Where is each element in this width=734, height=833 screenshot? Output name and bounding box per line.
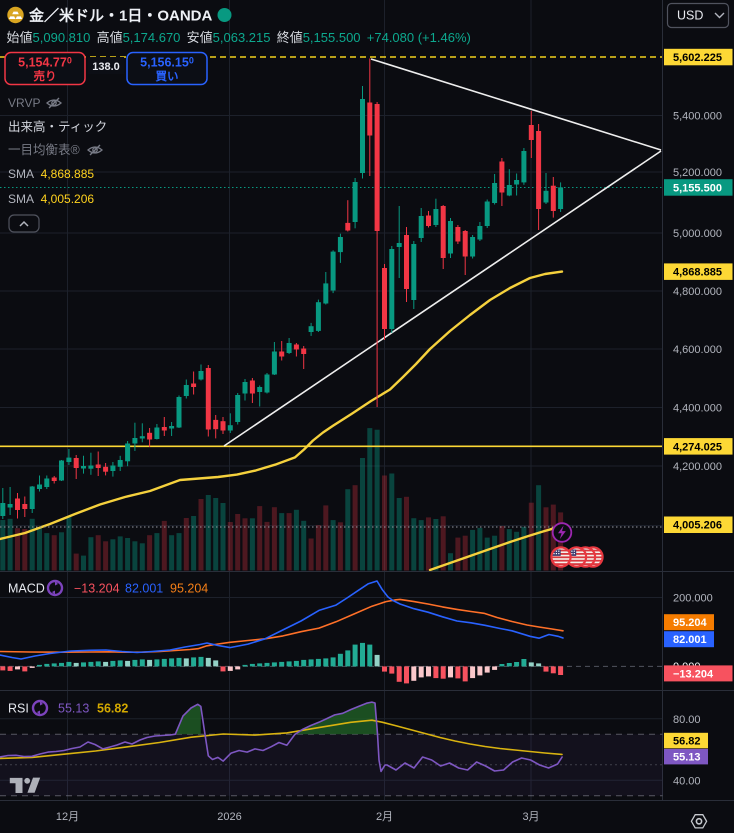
svg-text:55.13: 55.13 [58,702,89,716]
svg-text:4,868.885: 4,868.885 [673,267,722,279]
svg-text:売り: 売り [34,69,57,83]
svg-text:2月: 2月 [376,811,393,823]
svg-text:4,800.000: 4,800.000 [673,286,722,298]
svg-text:4,400.000: 4,400.000 [673,403,722,415]
svg-text:始値5,090.810 高値5,174.670 安値5,: 始値5,090.810 高値5,174.670 安値5,063.215 終値5,… [7,30,471,45]
svg-text:MACD: MACD [8,582,45,596]
svg-text:買い: 買い [156,70,179,83]
svg-text:138.0: 138.0 [92,61,120,73]
svg-text:4,200.000: 4,200.000 [673,461,722,473]
svg-text:USD: USD [677,9,703,23]
svg-text:40.00: 40.00 [673,775,701,787]
svg-text:SMA 4,868.885: SMA 4,868.885 [8,167,94,181]
svg-text:−13.204: −13.204 [74,582,120,596]
svg-text:SMA 4,005.206: SMA 4,005.206 [8,192,94,206]
svg-text:金／米ドル・1日・OANDA: 金／米ドル・1日・OANDA [28,7,213,25]
svg-text:RSI: RSI [8,702,29,716]
svg-text:出来高・ティック: 出来高・ティック [8,119,107,134]
svg-text:5,154.770: 5,154.770 [18,56,72,70]
svg-text:82.001: 82.001 [125,582,163,596]
svg-text:82.001: 82.001 [673,634,707,646]
svg-text:一目均衡表®: 一目均衡表® [8,143,81,157]
svg-text:200.000: 200.000 [673,593,713,605]
svg-text:80.00: 80.00 [673,714,701,726]
svg-text:95.204: 95.204 [170,582,208,596]
svg-text:5,155.500: 5,155.500 [673,183,722,195]
svg-text:12月: 12月 [56,811,79,823]
svg-text:4,274.025: 4,274.025 [673,441,722,453]
svg-text:56.82: 56.82 [97,702,128,716]
svg-text:2026: 2026 [217,811,241,823]
svg-text:VRVP: VRVP [8,96,40,110]
svg-text:−13.204: −13.204 [673,668,714,680]
svg-text:95.204: 95.204 [673,617,708,629]
svg-text:5,156.150: 5,156.150 [140,56,194,70]
svg-text:5,400.000: 5,400.000 [673,111,722,123]
svg-text:5,200.000: 5,200.000 [673,167,722,179]
svg-text:4,600.000: 4,600.000 [673,344,722,356]
svg-text:5,602.225: 5,602.225 [673,52,722,64]
svg-text:55.13: 55.13 [673,752,701,764]
svg-text:56.82: 56.82 [673,736,701,748]
svg-text:4,005.206: 4,005.206 [673,520,722,532]
svg-text:3月: 3月 [522,811,539,823]
svg-text:5,000.000: 5,000.000 [673,228,722,240]
